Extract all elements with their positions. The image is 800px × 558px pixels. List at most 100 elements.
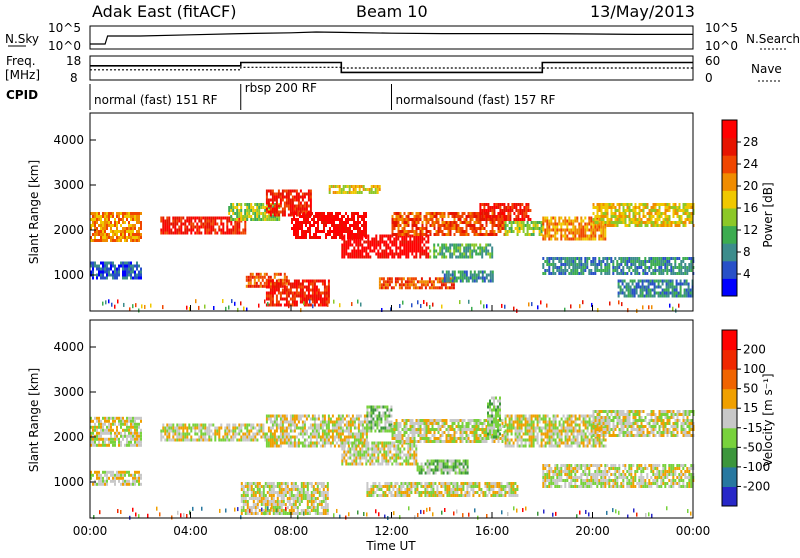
range-cell [254,427,256,430]
range-cell [234,218,236,221]
range-cell [256,276,258,279]
range-cell [120,423,122,426]
range-cell [630,260,632,263]
range-cell [644,269,646,272]
range-cell [381,277,383,280]
range-cell [134,435,136,438]
range-cell [466,277,468,280]
range-cell [462,212,464,215]
range-cell [662,295,664,298]
range-cell [140,221,142,224]
range-cell [302,427,304,430]
range-cell [650,283,652,286]
range-cell [369,188,371,191]
range-cell [134,417,136,420]
range-cell [299,221,301,224]
range-cell [361,244,363,247]
range-cell [459,256,461,259]
range-cell [252,424,254,427]
range-cell [452,274,454,277]
range-cell [172,232,174,235]
range-cell [288,301,290,304]
range-cell [668,295,670,298]
range-cell [226,217,228,220]
range-cell [294,304,296,307]
range-cell [333,236,335,239]
range-cell [126,218,128,221]
range-cell [572,260,574,263]
range-cell [296,208,298,211]
range-cell [523,209,525,212]
range-cell [225,307,227,311]
range-cell [262,430,264,433]
range-cell [282,415,284,418]
range-cell [331,215,333,218]
range-cell [666,289,668,292]
range-cell [309,221,311,224]
range-cell [363,227,365,230]
range-cell [310,304,312,307]
range-cell [628,283,630,286]
range-cell [594,266,596,269]
range-cell [433,247,435,250]
range-cell [291,506,293,509]
range-cell [198,226,200,229]
range-cell [650,295,652,298]
range-cell [343,230,345,233]
range-cell [499,203,501,206]
range-cell [688,263,690,266]
range-cell [548,229,550,232]
range-cell [273,500,275,503]
range-cell [272,208,274,211]
range-cell [128,483,130,486]
range-cell [320,292,322,295]
range-cell [622,272,624,275]
range-cell [416,215,418,218]
range-cell [208,226,210,229]
range-cell [653,209,655,212]
range-cell [190,436,192,439]
range-cell [92,268,94,271]
range-cell [649,215,651,218]
range-cell [574,238,576,241]
range-cell [242,433,244,436]
range-cell [297,491,299,494]
range-cell [660,286,662,289]
range-cell [622,260,624,263]
range-cell [544,229,546,232]
range-cell [186,433,188,436]
range-cell [313,218,315,221]
range-cell [160,220,162,223]
range-cell [684,283,686,286]
range-cell [487,244,489,247]
range-cell [659,209,661,212]
range-cell [618,263,620,266]
range-cell [618,257,620,260]
range-cell [535,227,537,230]
range-cell [626,257,628,260]
range-cell [164,220,166,223]
range-cell [572,226,574,229]
range-cell [126,438,128,441]
range-cell [274,289,276,292]
range-cell [460,215,462,218]
range-cell [519,224,521,227]
range-cell [307,509,309,512]
range-cell [592,229,594,232]
range-cell [505,215,507,218]
range-cell [417,250,419,253]
range-cell [276,193,278,196]
range-cell [660,292,662,295]
range-cell [679,203,681,206]
range-cell [326,424,328,427]
range-cell [236,209,238,212]
range-cell [297,488,299,491]
range-cell [280,442,282,445]
range-cell [599,206,601,209]
range-cell [630,280,632,283]
range-cell [114,230,116,233]
range-cell [262,206,264,209]
range-cell [130,432,132,435]
range-cell [414,221,416,224]
range-cell [481,203,483,206]
